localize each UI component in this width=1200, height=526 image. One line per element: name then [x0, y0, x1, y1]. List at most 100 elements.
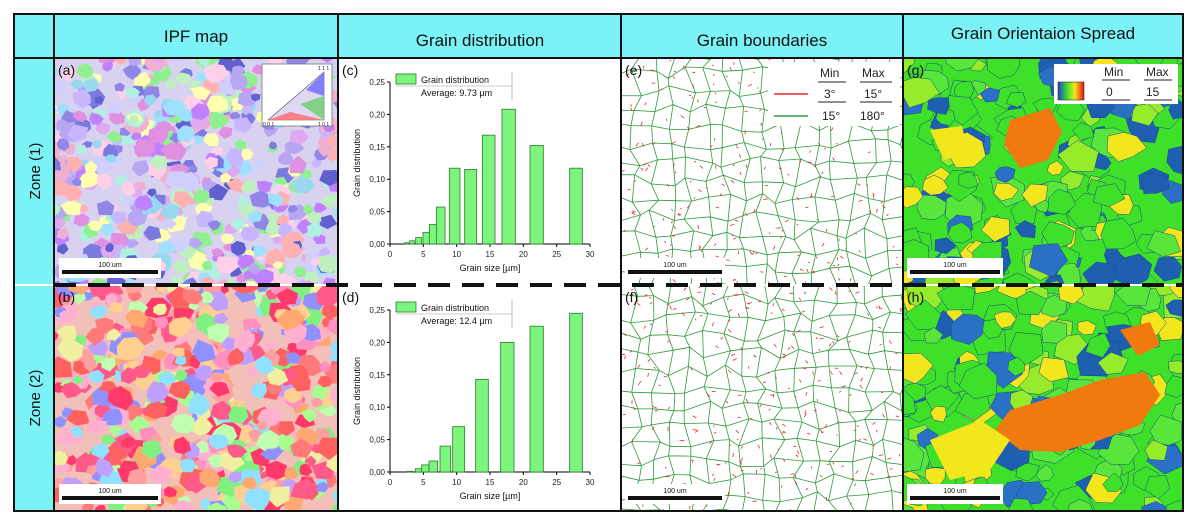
- hist-d-y-tick-label: 0,10: [369, 403, 385, 412]
- hist-d-x-tick-label: 25: [552, 478, 561, 487]
- gos-map-zone2-grains: [904, 286, 1182, 510]
- hist-c-bar: [415, 237, 423, 245]
- hist-d-x-tick-label: 15: [486, 478, 495, 487]
- hist-d-x-tick-label: 20: [519, 478, 528, 487]
- hist-c-bar: [448, 167, 461, 245]
- hist-c-bar: [501, 108, 516, 245]
- hist-d-bar: [406, 470, 414, 473]
- boundary-legend-max-header: Max: [862, 66, 885, 80]
- header-cell-gos: [904, 15, 1182, 57]
- ipf-key-label-111: 1 1 1: [318, 66, 329, 72]
- hist-c-y-tick-label: 0,15: [369, 143, 385, 152]
- ipf-key-label-101: 1 0 1: [318, 122, 329, 128]
- hist-d-legend-label: Grain distribution: [421, 303, 489, 313]
- grain-boundary-map-zone2: [622, 286, 902, 510]
- hist-d-legend-swatch: [395, 301, 417, 313]
- header-ipf-map: IPF map: [164, 27, 228, 46]
- hist-c-legend-swatch: [395, 73, 417, 85]
- scale-bar-a: 100 um: [59, 258, 161, 278]
- grain-distribution-chart-zone2: 0,00 0,05 0,10 0,15 0,20 0,25 0 5 10 15 20 25 30 Grai…: [352, 300, 595, 501]
- hist-c-x-tick-label: 25: [552, 250, 561, 259]
- hist-c-x-tick-label: 0: [388, 250, 393, 259]
- gos-legend: Min Max 0 15: [1054, 64, 1178, 104]
- header-cell-distribution: [339, 15, 620, 57]
- panel-label-g: (g): [907, 62, 924, 78]
- hist-c-legend-average: Average: 9.73 µm: [421, 88, 492, 98]
- ipf-color-key: 1 1 1 0 0 1 1 0 1: [261, 63, 333, 128]
- header-grain-boundaries: Grain boundaries: [697, 31, 827, 50]
- scale-bar-h: 100 um: [907, 484, 1003, 504]
- panel-label-b: (b): [58, 289, 75, 305]
- grain-boundary-network-zone2: [622, 286, 902, 510]
- boundary-legend-min-header: Min: [820, 66, 839, 80]
- hist-d-y-tick-label: 0,15: [369, 371, 385, 380]
- hist-d-y-tick-label: 0,05: [369, 436, 385, 445]
- boundary-angle-legend: Min Max 3° 15° 15° 180°: [768, 62, 900, 126]
- hist-d-bar: [500, 341, 515, 473]
- hist-c-bar: [481, 134, 496, 245]
- hist-d-bar: [529, 325, 544, 473]
- zone-label-2: Zone (2): [27, 370, 44, 427]
- table-grid: [13, 13, 1184, 512]
- gos-legend-max-header: Max: [1146, 65, 1169, 79]
- hist-d-bar: [569, 312, 583, 473]
- header-corner-cell: [15, 15, 53, 57]
- header-grain-distribution: Grain distribution: [416, 31, 545, 50]
- hist-c-y-tick-label: 0,00: [369, 240, 385, 249]
- zone-label-1: Zone (1): [27, 143, 44, 200]
- grain-distribution-chart-zone1: 0,00 0,05 0,10 0,15 0,20 0,25 0 5 10 15 20 25 30 Grai…: [352, 72, 595, 273]
- hist-d-x-tick-label: 30: [586, 478, 595, 487]
- hist-d-x-tick-label: 5: [421, 478, 426, 487]
- hist-d-bar: [421, 464, 430, 473]
- panel-label-h: (h): [907, 289, 924, 305]
- hist-c-y-tick-label: 0,10: [369, 175, 385, 184]
- hist-d-bar: [475, 378, 489, 473]
- hist-d-bar: [439, 445, 452, 473]
- scale-bar-f: 100 um: [625, 484, 725, 504]
- hist-d-bar: [452, 426, 466, 473]
- hist-d-x-tick-label: 10: [452, 478, 461, 487]
- panel-label-a: (a): [58, 62, 75, 78]
- header-grain-orientation-spread: Grain Orientaion Spread: [951, 24, 1135, 43]
- zone-cell-1: [15, 59, 53, 284]
- scale-bar-e-label: 100 um: [663, 262, 687, 269]
- gos-legend-min-header: Min: [1104, 65, 1123, 79]
- hist-d-y-tick-label: 0,00: [369, 468, 385, 477]
- header-cell-boundaries: [622, 15, 902, 57]
- hist-d-y-axis-label: Grain distribution: [352, 357, 362, 425]
- hist-c-y-tick-label: 0,25: [369, 78, 385, 87]
- hist-c-x-axis-label: Grain size [µm]: [460, 263, 521, 273]
- hist-c-bar: [464, 169, 478, 245]
- scale-bar-a-label: 100 um: [98, 262, 122, 269]
- ipf-map-zone1-grains: [55, 59, 337, 284]
- panel-label-f: (f): [625, 289, 638, 305]
- hist-c-bar: [529, 145, 544, 245]
- ipf-key-label-001: 0 0 1: [263, 122, 274, 128]
- panel-label-e: (e): [625, 62, 642, 78]
- gos-legend-min-value: 0: [1106, 85, 1113, 99]
- hist-d-y-tick-label: 0,25: [369, 306, 385, 315]
- panel-label-c: (c): [342, 62, 358, 78]
- gos-legend-gradient: [1057, 81, 1085, 101]
- hist-d-x-tick-label: 0: [388, 478, 393, 487]
- hist-c-legend-label: Grain distribution: [421, 75, 489, 85]
- hist-c-x-tick-label: 10: [452, 250, 461, 259]
- hist-c-y-tick-label: 0,05: [369, 208, 385, 217]
- hist-c-x-tick-label: 15: [486, 250, 495, 259]
- hist-c-bar: [404, 242, 410, 245]
- scale-bar-g-label: 100 um: [943, 262, 967, 269]
- hist-c-bar: [435, 206, 446, 245]
- boundary-legend-high-max: 180°: [860, 109, 885, 123]
- hist-c-x-tick-label: 30: [586, 250, 595, 259]
- header-cell-ipf: [55, 15, 337, 57]
- zone-cell-2: [15, 286, 53, 510]
- hist-c-x-tick-label: 20: [519, 250, 528, 259]
- hist-d-legend-average: Average: 12.4 µm: [421, 316, 492, 326]
- hist-d-y-tick-label: 0,20: [369, 338, 385, 347]
- hist-d-x-axis-label: Grain size [µm]: [460, 491, 521, 501]
- hist-d-bar: [414, 468, 423, 473]
- scale-bar-b: 100 um: [59, 484, 161, 504]
- scale-bar-b-label: 100 um: [98, 488, 122, 495]
- hist-d-bar: [428, 460, 439, 473]
